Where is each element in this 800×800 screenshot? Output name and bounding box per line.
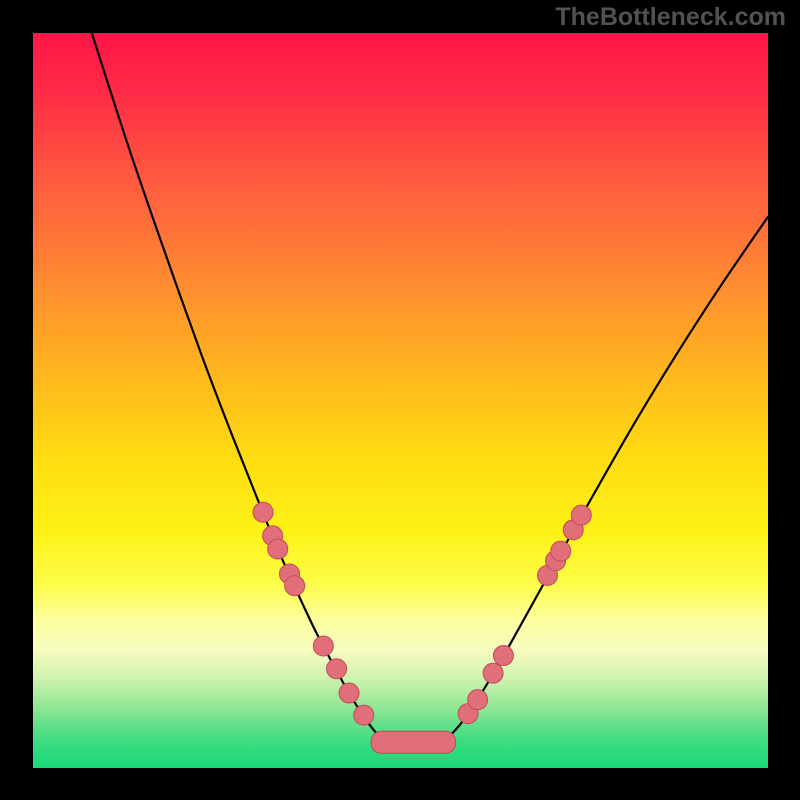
- optimal-range-band: [371, 731, 456, 753]
- data-marker: [339, 683, 359, 703]
- gradient-background: [33, 33, 768, 768]
- watermark-text: TheBottleneck.com: [555, 3, 786, 32]
- data-marker: [551, 541, 571, 561]
- data-marker: [285, 576, 305, 596]
- data-marker: [253, 502, 273, 522]
- data-marker: [327, 659, 347, 679]
- data-marker: [468, 690, 488, 710]
- bottleneck-chart: [33, 33, 768, 768]
- data-marker: [493, 646, 513, 666]
- data-marker: [354, 705, 374, 725]
- data-marker: [483, 663, 503, 683]
- data-marker: [268, 539, 288, 559]
- data-marker: [571, 505, 591, 525]
- data-marker: [313, 636, 333, 656]
